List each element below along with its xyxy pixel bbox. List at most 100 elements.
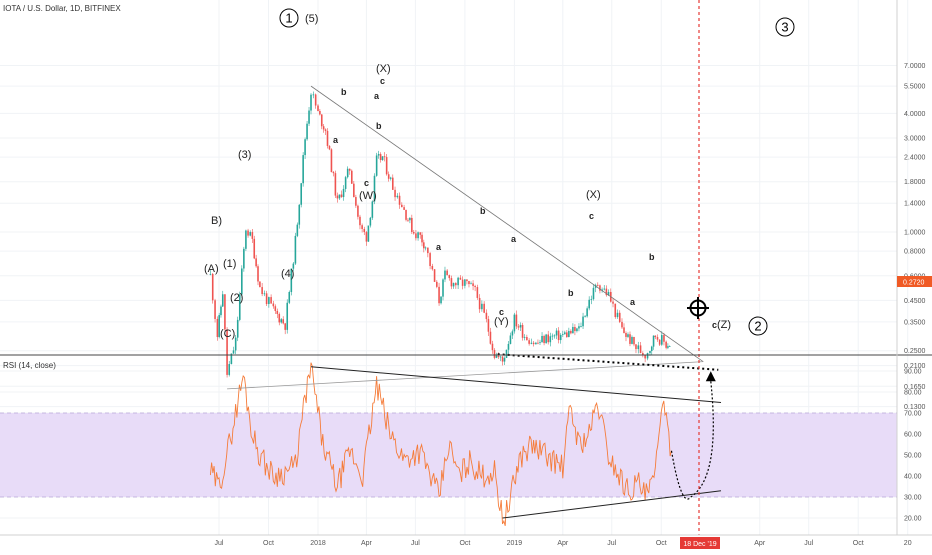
candle-body bbox=[616, 312, 619, 318]
candle-body bbox=[566, 332, 568, 337]
candle-body bbox=[424, 247, 427, 249]
candle-body bbox=[455, 283, 457, 286]
candle-body bbox=[452, 283, 455, 287]
candle-body bbox=[322, 126, 325, 130]
rsi-projection-arrowhead bbox=[705, 371, 716, 382]
time-tick-label: Apr bbox=[361, 540, 373, 547]
time-tick-label: 20 bbox=[904, 540, 912, 547]
candle-body bbox=[263, 293, 266, 295]
lower-support-line bbox=[227, 361, 704, 390]
price-tick-label: 7.0000 bbox=[904, 63, 926, 70]
wave-label: (W) bbox=[359, 190, 377, 202]
rsi-tick-label: 90.00 bbox=[904, 369, 922, 376]
price-tick-label: 4.0000 bbox=[904, 111, 926, 118]
candle-body bbox=[357, 205, 359, 217]
candle-body bbox=[557, 330, 560, 341]
candle-body bbox=[209, 273, 212, 275]
rsi-series-line bbox=[209, 362, 672, 527]
wave-label: (3) bbox=[238, 149, 251, 161]
candle-body bbox=[635, 344, 637, 350]
candle-body bbox=[421, 234, 423, 243]
candle-body bbox=[220, 306, 222, 316]
wave-label: c bbox=[380, 76, 385, 86]
candle-body bbox=[483, 303, 485, 313]
candle-body bbox=[259, 281, 261, 288]
candle-body bbox=[409, 217, 411, 221]
candle-body bbox=[251, 232, 254, 239]
target-date-tag bbox=[680, 537, 720, 549]
candle-body bbox=[375, 155, 378, 176]
candle-body bbox=[497, 355, 500, 357]
candle-body bbox=[398, 195, 401, 205]
candle-body bbox=[580, 326, 582, 328]
candle-body bbox=[605, 288, 608, 296]
candle-body bbox=[302, 155, 304, 184]
candle-body bbox=[543, 335, 545, 344]
candle-body bbox=[350, 170, 353, 184]
candle-body bbox=[481, 303, 483, 310]
upper-resistance-line bbox=[310, 85, 704, 362]
candle-body bbox=[530, 342, 533, 344]
candle-body bbox=[468, 281, 470, 285]
candle-body bbox=[652, 335, 655, 347]
candle-body bbox=[487, 319, 490, 332]
candle-body bbox=[517, 326, 520, 328]
candle-body bbox=[625, 332, 627, 337]
candle-body bbox=[559, 334, 562, 341]
candle-body bbox=[574, 326, 576, 332]
candle-body bbox=[369, 217, 372, 226]
price-tick-label: 0.1300 bbox=[904, 404, 926, 411]
candle-body bbox=[478, 297, 481, 310]
candle-body bbox=[667, 346, 669, 348]
candle-body bbox=[377, 154, 380, 156]
candle-body bbox=[403, 207, 405, 210]
candle-body bbox=[417, 232, 419, 239]
candle-body bbox=[631, 336, 633, 344]
candle-body bbox=[387, 174, 390, 179]
candle-body bbox=[294, 235, 297, 264]
candle-body bbox=[272, 303, 275, 307]
candle-body bbox=[396, 195, 399, 198]
candle-body bbox=[650, 346, 653, 351]
candle-body bbox=[253, 238, 256, 259]
candle-body bbox=[489, 331, 492, 344]
rsi-resistance-line bbox=[310, 366, 722, 403]
candle-body bbox=[549, 336, 552, 343]
candle-body bbox=[306, 123, 308, 140]
candle-body bbox=[332, 172, 335, 174]
candle-body bbox=[537, 342, 539, 344]
candle-body bbox=[312, 94, 315, 96]
candle-body bbox=[423, 242, 425, 249]
rsi-tick-label: 40.00 bbox=[904, 474, 922, 481]
candle-body bbox=[584, 316, 586, 318]
wave-label: B) bbox=[211, 215, 222, 227]
candle-body bbox=[328, 145, 331, 150]
candle-body bbox=[218, 315, 220, 338]
wave-label: (X) bbox=[586, 189, 601, 201]
candle-body bbox=[284, 323, 286, 330]
candle-body bbox=[436, 281, 438, 287]
candle-body bbox=[472, 283, 474, 287]
price-tick-label: 2.4000 bbox=[904, 155, 926, 162]
candle-body bbox=[513, 314, 516, 332]
candle-body bbox=[247, 230, 249, 236]
time-tick-label: Apr bbox=[754, 540, 766, 547]
candle-body bbox=[308, 110, 310, 124]
candle-body bbox=[412, 231, 415, 234]
time-tick-label: Oct bbox=[263, 540, 274, 547]
wave-label: (2) bbox=[230, 292, 243, 304]
candle-body bbox=[505, 349, 508, 358]
candle-body bbox=[658, 339, 661, 345]
wave-label: a bbox=[630, 297, 636, 307]
candle-body bbox=[433, 269, 436, 282]
time-tick-label: Oct bbox=[459, 540, 470, 547]
circled-wave-marker bbox=[279, 8, 299, 28]
wave-label: (A) bbox=[204, 263, 219, 275]
candle-body bbox=[523, 336, 526, 338]
wave-label: b bbox=[480, 206, 486, 216]
candle-body bbox=[464, 279, 466, 286]
candle-body bbox=[562, 334, 564, 335]
candle-body bbox=[276, 310, 279, 315]
target-date-label: 18 Dec '19 bbox=[683, 541, 716, 548]
candle-body bbox=[564, 332, 566, 335]
